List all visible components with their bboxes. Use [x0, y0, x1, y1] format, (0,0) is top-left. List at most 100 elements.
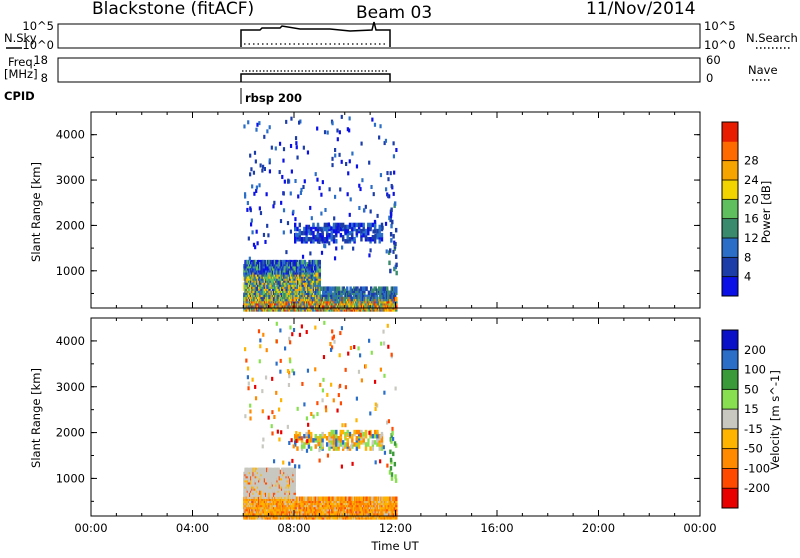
power-data-cell: [339, 232, 343, 238]
velocity-data-cell: [357, 444, 361, 449]
velocity-data-cell: [391, 426, 394, 431]
power-data-cell: [314, 234, 317, 240]
velocity-data-cell: [286, 369, 290, 374]
power-data-cell: [348, 212, 351, 217]
velocity-colorbar-segment: [722, 448, 738, 469]
power-data-cell: [367, 290, 371, 296]
power-data-cell: [344, 239, 347, 244]
velocity-data-cell: [333, 339, 336, 344]
power-data-cell: [362, 222, 365, 228]
velocity-data-cell: [322, 355, 326, 360]
velocity-data-cell: [262, 332, 265, 337]
velocity-colorbar-segment: [722, 488, 738, 509]
power-data-cell: [321, 180, 324, 185]
velocity-data-cell: [291, 458, 294, 463]
power-colorbar-segment: [722, 160, 738, 181]
nsky-tick-bottom: 10^0: [22, 38, 54, 52]
velocity-data-cell: [349, 444, 353, 449]
power-data-cell: [384, 138, 388, 143]
velocity-data-cell: [341, 444, 345, 449]
velocity-data-cell: [338, 353, 341, 358]
power-data-cell: [373, 122, 377, 127]
power-data-cell: [318, 280, 322, 285]
power-data-cell: [346, 192, 349, 197]
power-data-cell: [249, 153, 252, 158]
power-data-cell: [394, 254, 398, 259]
power-data-cell: [296, 226, 299, 232]
velocity-data-cell: [348, 431, 352, 437]
power-data-cell: [378, 135, 381, 140]
power-data-cell: [328, 187, 331, 192]
power-data-cell: [299, 190, 303, 195]
power-data-cell: [393, 240, 396, 245]
power-data-cell: [378, 224, 381, 230]
power-data-cell: [280, 200, 283, 205]
velocity-data-cell: [312, 414, 315, 419]
power-y-tick-label: 2000: [56, 218, 85, 232]
power-colorbar-segment: [722, 199, 738, 220]
power-data-cell: [262, 232, 266, 237]
velocity-data-cell: [329, 382, 333, 387]
power-data-cell: [369, 248, 372, 253]
power-data-cell: [289, 229, 293, 234]
power-data-cell: [251, 230, 254, 235]
velocity-data-cell: [310, 411, 313, 416]
power-data-cell: [369, 222, 372, 228]
velocity-colorbar-tick-label: 200: [744, 343, 766, 357]
power-data-cell: [361, 178, 364, 183]
velocity-data-cell: [316, 436, 320, 441]
power-data-cell: [285, 119, 288, 124]
velocity-data-cell: [344, 423, 347, 428]
velocity-data-cell: [360, 440, 363, 445]
velocity-data-cell: [335, 433, 338, 439]
power-data-cell: [281, 174, 284, 179]
power-data-cell: [312, 239, 315, 244]
velocity-colorbar-tick-label: 15: [744, 402, 759, 416]
velocity-data-cell: [271, 376, 274, 381]
velocity-data-cell: [349, 345, 353, 350]
velocity-data-cell: [259, 338, 262, 343]
power-data-cell: [353, 226, 356, 232]
power-data-cell: [367, 222, 370, 228]
velocity-data-cell: [344, 367, 347, 372]
velocity-data-cell: [275, 339, 278, 344]
velocity-data-cell: [332, 429, 336, 435]
velocity-data-cell: [355, 436, 359, 441]
power-data-cell: [266, 129, 269, 134]
velocity-data-cell: [309, 438, 313, 443]
power-data-cell: [319, 226, 322, 232]
velocity-data-cell: [359, 432, 362, 437]
velocity-data-cell: [395, 496, 398, 502]
velocity-data-cell: [251, 377, 254, 382]
power-data-cell: [305, 228, 308, 234]
velocity-data-cell: [353, 345, 356, 350]
velocity-data-cell: [265, 348, 268, 353]
velocity-data-cell: [382, 329, 385, 334]
velocity-data-cell: [360, 378, 363, 383]
power-data-cell: [305, 224, 308, 230]
velocity-data-cell: [319, 382, 322, 387]
x-tick-label: 00:00: [74, 521, 107, 535]
power-data-cell: [296, 232, 299, 238]
nsky-tick-top: 10^5: [22, 19, 54, 33]
power-data-cell: [348, 128, 351, 133]
velocity-data-cell: [373, 440, 377, 445]
velocity-data-cell: [275, 361, 278, 366]
power-data-cell: [380, 232, 384, 238]
power-y-tick-label: 1000: [56, 264, 85, 278]
nsky-panel: N.Sky 10^5 10^0 10^5 10^0 N.Search: [4, 19, 798, 52]
power-colorbar-tick-label: 28: [744, 154, 759, 168]
power-data-cell: [348, 159, 351, 164]
velocity-data-cell: [341, 440, 345, 445]
velocity-data-cell: [348, 446, 352, 451]
power-data-cell: [367, 236, 370, 242]
power-colorbar-tick-label: 4: [744, 270, 751, 284]
velocity-data-cell: [371, 433, 375, 439]
power-data-cell: [318, 239, 321, 244]
velocity-data-cell: [300, 436, 303, 441]
velocity-colorbar-frame: [721, 329, 739, 509]
power-data-cell: [368, 253, 371, 258]
velocity-data-cell: [303, 402, 306, 407]
velocity-data-cell: [357, 369, 361, 374]
velocity-data-cell: [286, 424, 289, 429]
